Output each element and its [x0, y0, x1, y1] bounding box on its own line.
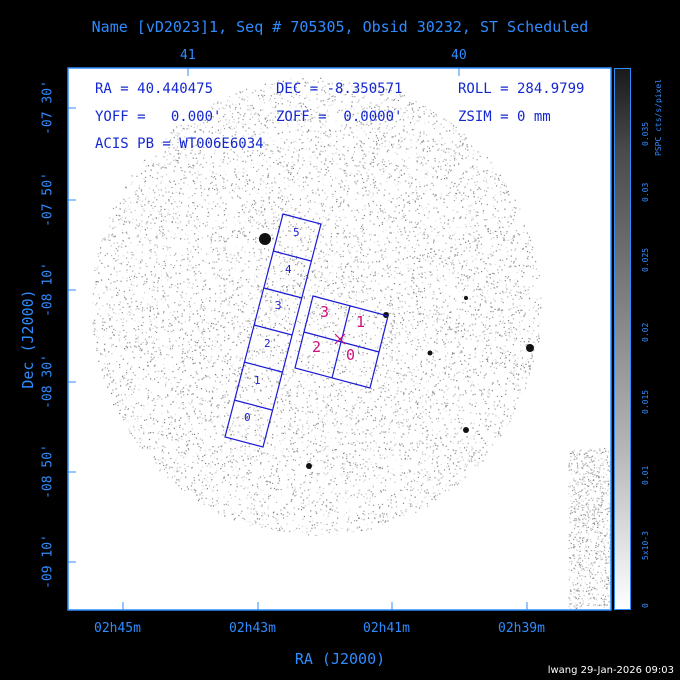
chip-label-left-2: 2 [264, 337, 271, 350]
plot-frame [67, 67, 612, 611]
info-dec: DEC = -8.350571 [276, 81, 403, 97]
cb-tick-7: 0.035 [641, 121, 650, 146]
sky-map [92, 77, 611, 610]
info-yoff: YOFF = 0.000' [95, 109, 222, 125]
info-zsim: ZSIM = 0 mm [458, 109, 551, 125]
chip-column-left [224, 213, 322, 448]
chip-label-right-1: 1 [356, 313, 366, 331]
chip-label-right-3: 3 [320, 303, 330, 321]
footer-stamp: lwang 29-Jan-2026 09:03 [547, 665, 674, 676]
chip-label-right-0: 0 [346, 346, 356, 364]
right-chip-outline [294, 295, 389, 389]
cb-tick-5: 0.025 [641, 247, 650, 272]
info-roll: ROLL = 284.9799 [458, 81, 585, 97]
y-tick-0: -07 30' [40, 80, 56, 135]
plot-title: Name [vD2023]1, Seq # 705305, Obsid 3023… [91, 18, 589, 36]
chip-label-left-5: 5 [293, 226, 300, 239]
cb-tick-6: 0.03 [641, 182, 650, 202]
x-axis-label: RA (J2000) [294, 650, 386, 668]
chip-label-left-4: 4 [285, 263, 292, 276]
chip-label-left-1: 1 [254, 374, 261, 387]
y-axis-label: Dec (J2000) [19, 289, 37, 389]
axis-ticks [68, 68, 528, 610]
chip-label-left-3: 3 [275, 299, 282, 312]
cb-tick-0: 0 [641, 603, 650, 608]
chip-label-right-2: 2 [312, 338, 322, 356]
chip-square-right [294, 295, 389, 389]
aimpoint-marker [334, 333, 346, 345]
y-tick-1: -07 50' [40, 172, 56, 227]
colorbar [614, 68, 631, 610]
y-tick-3: -08 10' [40, 262, 56, 317]
y-tick-7: -09 10' [40, 534, 56, 589]
x-tick-2: 02h41m [363, 621, 410, 636]
top-tick-41: 41 [180, 48, 196, 63]
chip-label-left-0: 0 [244, 411, 251, 424]
cb-tick-4: 0.02 [641, 322, 650, 342]
info-ra: RA = 40.440475 [95, 81, 214, 97]
top-tick-40: 40 [451, 48, 467, 63]
colorbar-title: PSPC cts/s/pixel [654, 78, 663, 156]
y-tick-4: -08 30' [40, 354, 56, 409]
y-tick-6: -08 50' [40, 444, 56, 499]
info-zoff: ZOFF = 0.0000' [276, 109, 403, 125]
cb-tick-1: 5x10-3 [641, 531, 650, 560]
info-acis: ACIS PB = WT006E6034 [95, 136, 264, 152]
cb-tick-3: 0.015 [641, 389, 650, 414]
x-tick-0: 02h45m [94, 621, 141, 636]
x-tick-1: 02h43m [229, 621, 276, 636]
cb-tick-2: 0.01 [641, 465, 650, 485]
x-tick-3: 02h39m [498, 621, 545, 636]
